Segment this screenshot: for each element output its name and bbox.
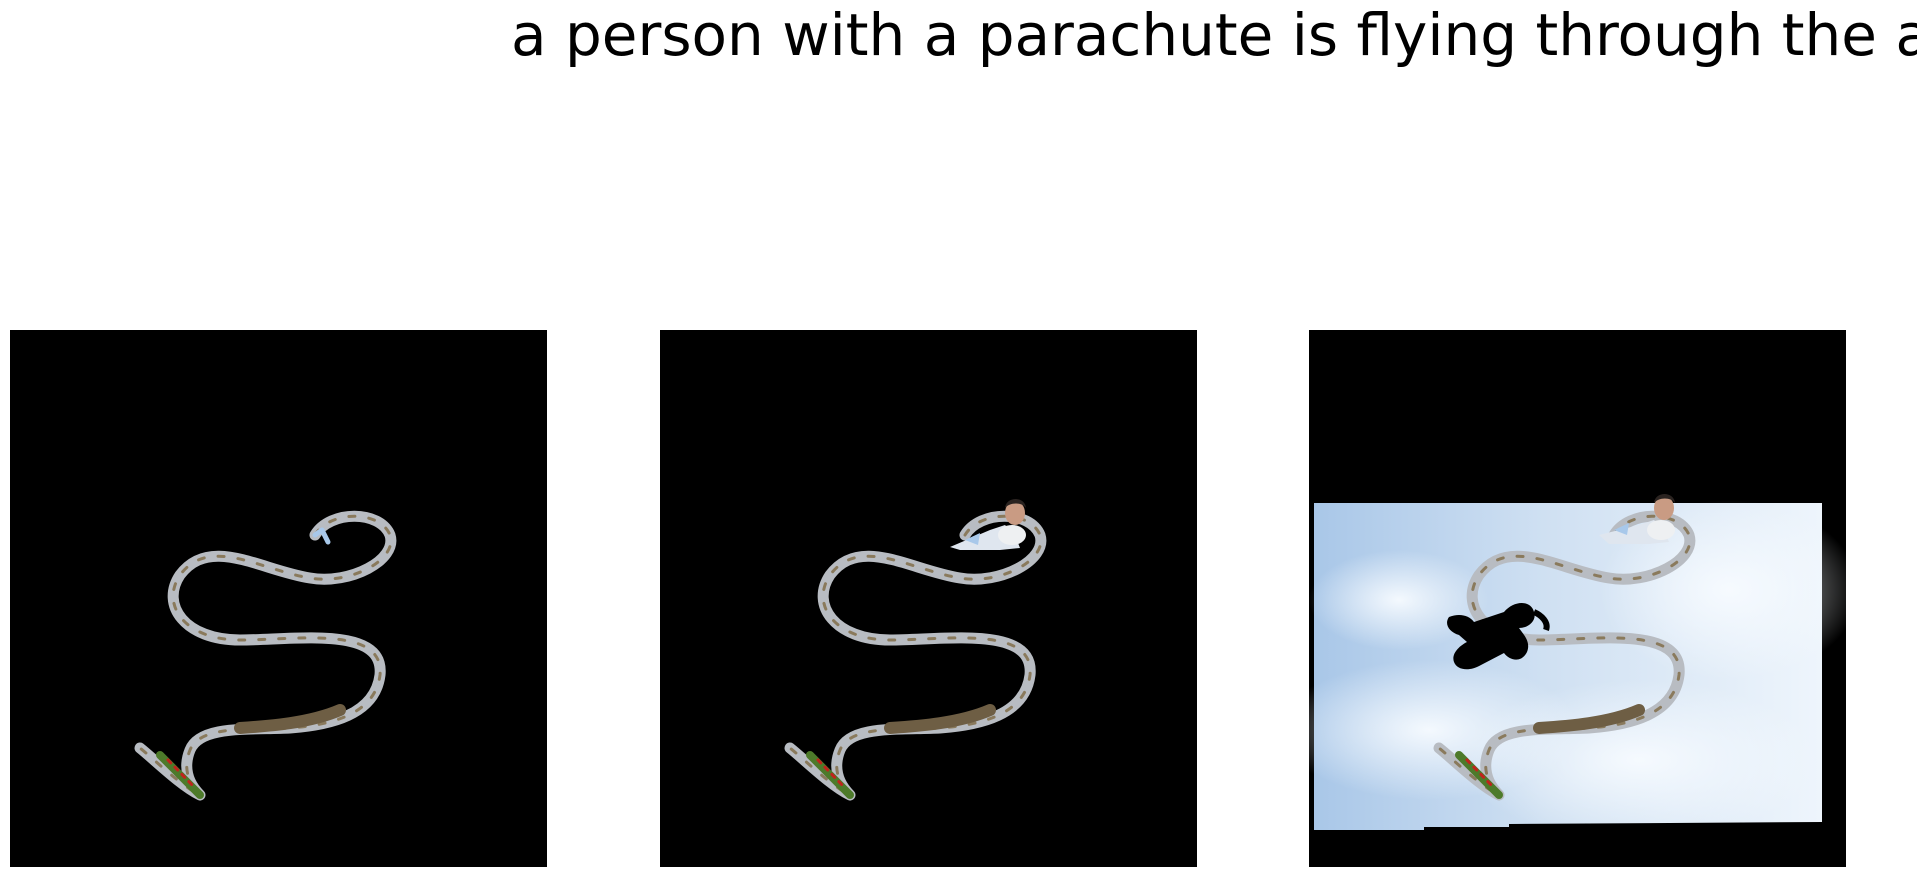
- image-panel-full-scene: [1309, 330, 1846, 867]
- caption-text: a person with a parachute is flying thro…: [511, 1, 1917, 69]
- ribbon-mask-image: [134, 510, 397, 801]
- sky-background: [1309, 500, 1846, 841]
- full-scene-image: [1309, 494, 1846, 841]
- person-figure: [1599, 494, 1675, 544]
- ribbon-person-mask-image: [784, 499, 1047, 801]
- parachute-ribbon: [134, 510, 397, 801]
- person-figure: [950, 499, 1026, 550]
- parachute-ribbon: [784, 510, 1047, 801]
- image-panel-ribbon-person-mask: [660, 330, 1197, 867]
- image-panel-ribbon-mask: [10, 330, 547, 867]
- skydiver-silhouette: [1447, 603, 1550, 670]
- parachute-ribbon: [1433, 510, 1696, 801]
- caption: a person with a parachute is flying thro…: [0, 0, 1917, 70]
